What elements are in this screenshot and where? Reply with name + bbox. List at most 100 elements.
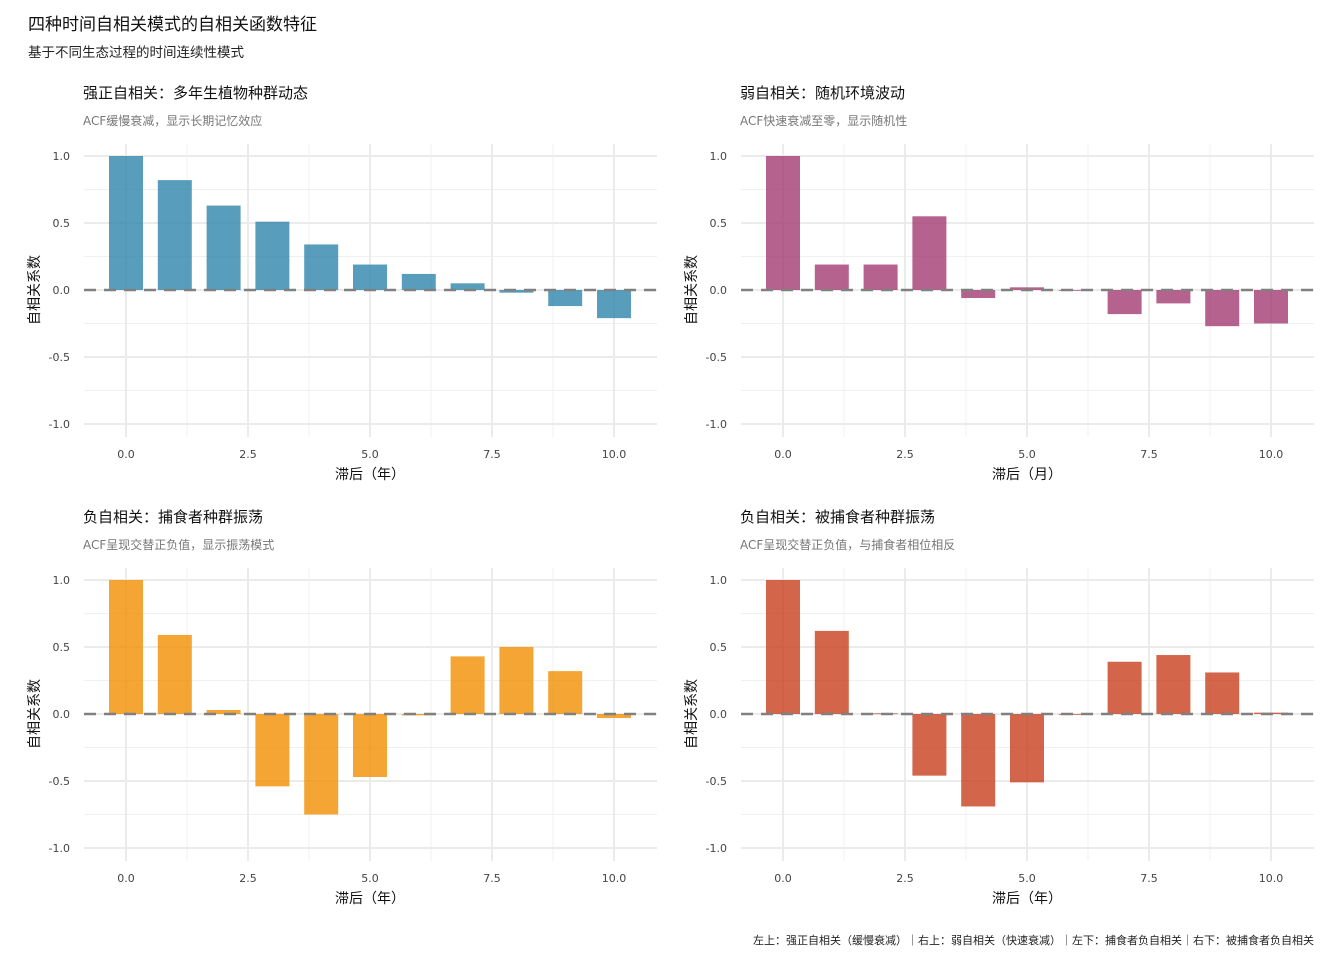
y-tick-label: -1.0	[49, 842, 70, 855]
x-tick-label: 2.5	[239, 448, 257, 461]
panel-title: 负自相关：被捕食者种群振荡	[740, 508, 935, 526]
bar-lag-8	[1156, 290, 1191, 304]
y-tick-label: 1.0	[710, 574, 728, 587]
bar-lag-8	[1156, 655, 1191, 714]
bar-lag-0	[766, 580, 800, 714]
bar-lag-10	[597, 714, 631, 719]
bar-lag-1	[157, 180, 192, 290]
y-tick-label: 1.0	[53, 150, 71, 163]
panel-subtitle: ACF呈现交替正负值，与捕食者相位相反	[740, 537, 955, 552]
y-axis-label: 自相关系数	[27, 679, 43, 749]
panel-2: 弱自相关：随机环境波动 ACF快速衰减至零，显示随机性 1.0 0.5 0.0 -0.5 -…	[684, 84, 1314, 483]
panel-title: 强正自相关：多年生植物种群动态	[83, 84, 308, 102]
x-tick-label: 5.0	[361, 448, 379, 461]
x-tick-label: 5.0	[1018, 448, 1036, 461]
bar-lag-9	[548, 671, 583, 714]
y-tick-label: 0.0	[710, 284, 728, 297]
y-tick-label: 0.0	[710, 708, 728, 721]
panel-1: 强正自相关：多年生植物种群动态 ACF缓慢衰减，显示长期记忆效应 1.0 0.5 0.0…	[27, 84, 657, 483]
bar-lag-1	[814, 630, 849, 714]
y-tick-label: -1.0	[706, 842, 727, 855]
y-tick-label: 0.5	[710, 641, 728, 654]
bar-lag-5	[353, 714, 387, 777]
bar-lag-7	[1107, 661, 1142, 714]
x-tick-label: 7.5	[483, 872, 501, 885]
bar-lag-2	[863, 264, 898, 290]
x-tick-label: 2.5	[896, 448, 914, 461]
y-tick-label: 1.0	[53, 574, 71, 587]
bar-lag-2	[863, 713, 898, 715]
y-axis-label: 自相关系数	[27, 255, 43, 325]
y-tick-label: -0.5	[49, 775, 70, 788]
x-tick-label: 7.5	[1140, 872, 1158, 885]
bar-lag-4	[961, 714, 996, 807]
x-tick-label: 0.0	[774, 448, 792, 461]
bar-lag-7	[450, 656, 485, 714]
panel-4: 负自相关：被捕食者种群振荡 ACF呈现交替正负值，与捕食者相位相反 1.0 0.5 0.…	[684, 508, 1314, 907]
figure-title: 四种时间自相关模式的自相关函数特征	[28, 15, 317, 35]
y-axis-label: 自相关系数	[684, 255, 700, 325]
y-tick-label: -0.5	[706, 351, 727, 364]
x-tick-label: 2.5	[896, 872, 914, 885]
bar-lag-8	[499, 290, 534, 293]
bar-lag-7	[1107, 290, 1142, 315]
bar-lag-2	[206, 709, 241, 714]
bar-lag-3	[912, 714, 947, 776]
panel-subtitle: ACF呈现交替正负值，显示振荡模式	[83, 537, 274, 552]
bar-lag-0	[109, 156, 143, 290]
bar-lag-10	[1254, 290, 1288, 324]
x-tick-label: 0.0	[117, 448, 135, 461]
bar-lag-2	[206, 205, 241, 290]
panel-title: 负自相关：捕食者种群振荡	[83, 508, 263, 526]
y-tick-label: -1.0	[49, 418, 70, 431]
panel-title: 弱自相关：随机环境波动	[740, 84, 905, 102]
x-tick-label: 10.0	[1259, 872, 1284, 885]
y-axis-label: 自相关系数	[684, 679, 700, 749]
y-tick-label: 0.0	[53, 284, 71, 297]
bar-lag-3	[255, 714, 290, 787]
bar-lag-6	[1058, 290, 1093, 291]
y-tick-label: 0.5	[710, 217, 728, 230]
x-tick-label: 5.0	[1018, 872, 1036, 885]
bar-lag-0	[766, 156, 800, 290]
bar-lag-5	[1010, 287, 1044, 290]
bar-lag-9	[1205, 672, 1240, 714]
bar-lag-0	[109, 580, 143, 714]
bar-lag-4	[961, 290, 996, 299]
x-tick-label: 7.5	[483, 448, 501, 461]
bar-lag-1	[157, 634, 192, 714]
bar-lag-4	[304, 244, 339, 290]
y-tick-label: 0.5	[53, 217, 71, 230]
bar-lag-5	[1010, 714, 1044, 783]
y-tick-label: 0.5	[53, 641, 71, 654]
bar-lag-6	[401, 273, 436, 290]
bar-lag-3	[912, 216, 947, 290]
figure-caption: 左上：强正自相关（缓慢衰减）｜右上：弱自相关（快速衰减）｜左下：捕食者负自相关｜…	[753, 934, 1314, 947]
x-tick-label: 0.0	[774, 872, 792, 885]
bar-lag-7	[450, 283, 485, 290]
x-tick-label: 0.0	[117, 872, 135, 885]
x-tick-label: 7.5	[1140, 448, 1158, 461]
y-tick-label: 0.0	[53, 708, 71, 721]
x-axis-label: 滞后（月）	[992, 467, 1062, 483]
y-tick-label: -0.5	[49, 351, 70, 364]
x-tick-label: 10.0	[602, 448, 627, 461]
panel-3: 负自相关：捕食者种群振荡 ACF呈现交替正负值，显示振荡模式 1.0 0.5 0.0 -0…	[27, 508, 657, 907]
x-axis-label: 滞后（年）	[335, 891, 405, 907]
x-axis-label: 滞后（年）	[992, 891, 1062, 907]
bar-lag-6	[401, 714, 436, 716]
x-tick-label: 2.5	[239, 872, 257, 885]
bar-lag-6	[1058, 714, 1093, 715]
y-tick-label: -0.5	[706, 775, 727, 788]
y-tick-label: 1.0	[710, 150, 728, 163]
bar-lag-1	[814, 264, 849, 290]
figure-subtitle: 基于不同生态过程的时间连续性模式	[28, 45, 244, 61]
x-tick-label: 5.0	[361, 872, 379, 885]
panel-subtitle: ACF缓慢衰减，显示长期记忆效应	[83, 113, 262, 128]
x-tick-label: 10.0	[602, 872, 627, 885]
x-tick-label: 10.0	[1259, 448, 1284, 461]
y-tick-label: -1.0	[706, 418, 727, 431]
bar-lag-10	[597, 290, 631, 319]
panel-subtitle: ACF快速衰减至零，显示随机性	[740, 113, 907, 128]
